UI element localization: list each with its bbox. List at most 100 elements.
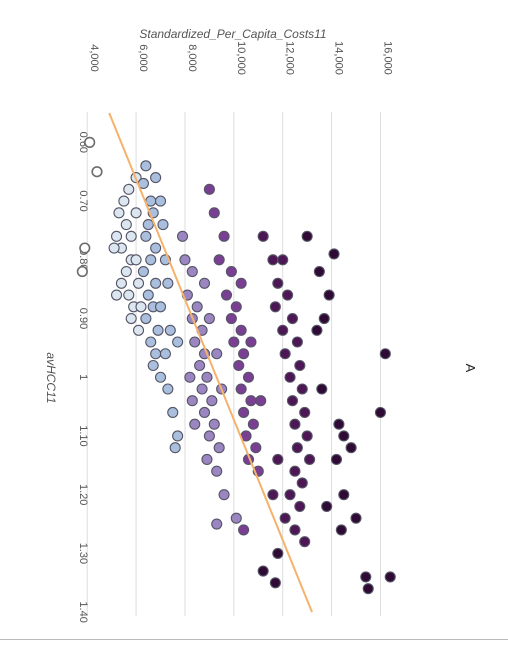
data-point — [203, 312, 215, 325]
data-point — [335, 524, 347, 536]
data-point — [220, 289, 233, 301]
data-point — [203, 183, 215, 195]
data-point — [291, 442, 303, 454]
data-point — [140, 160, 152, 172]
data-point — [272, 547, 284, 559]
data-point — [235, 277, 247, 289]
data-point — [125, 230, 137, 242]
value-tick-label: 8,000 — [186, 44, 198, 72]
data-point — [198, 406, 211, 419]
data-point — [123, 289, 135, 301]
data-point — [345, 442, 357, 454]
category-tick-label: 0.90 — [77, 308, 89, 329]
data-point — [286, 395, 299, 407]
data-point — [235, 324, 247, 336]
data-point — [169, 442, 181, 454]
data-point — [152, 324, 164, 336]
category-tick-label: 1.30 — [77, 543, 89, 564]
data-point — [201, 371, 213, 383]
data-point — [150, 172, 162, 184]
data-point — [384, 571, 396, 583]
data-point — [333, 418, 345, 430]
data-point — [242, 371, 255, 383]
data-point — [247, 418, 259, 430]
data-point — [142, 289, 154, 301]
category-tick-label: 0.80 — [77, 249, 89, 270]
data-point — [379, 348, 391, 360]
data-point — [299, 406, 311, 419]
data-point — [230, 512, 242, 524]
data-point — [184, 371, 196, 383]
data-point — [277, 254, 289, 266]
data-point — [118, 195, 130, 207]
data-point — [374, 406, 387, 419]
data-point — [186, 395, 198, 407]
data-point — [172, 430, 184, 442]
data-point — [294, 359, 306, 372]
data-point — [272, 277, 284, 289]
data-point — [267, 254, 279, 266]
value-axis-ticks: 4,000 6,000 8,000 10,000 12,000 14,000 16,000 — [88, 41, 393, 75]
panel-label: A — [463, 364, 478, 373]
data-point — [250, 442, 262, 454]
data-point — [213, 442, 225, 454]
data-point — [225, 265, 237, 278]
data-point — [269, 577, 281, 589]
data-point — [338, 489, 350, 501]
data-point — [211, 348, 223, 360]
data-point — [162, 383, 174, 395]
data-point — [142, 219, 154, 231]
data-point — [201, 453, 213, 466]
data-point — [286, 312, 299, 325]
data-point — [238, 348, 250, 360]
data-point — [318, 312, 330, 325]
data-point — [313, 265, 325, 278]
data-point — [135, 301, 147, 313]
data-point — [311, 324, 323, 336]
data-point — [113, 207, 125, 219]
data-point — [125, 312, 137, 325]
data-point — [301, 430, 313, 442]
data-point — [120, 265, 132, 278]
data-point — [294, 500, 306, 512]
category-tick-label: 1 — [77, 374, 89, 380]
data-point — [79, 242, 91, 254]
data-point — [150, 242, 162, 254]
data-point — [196, 383, 208, 395]
data-point — [176, 230, 189, 242]
data-point — [110, 289, 123, 301]
value-tick-label: 12,000 — [284, 41, 296, 75]
data-point — [362, 583, 374, 595]
data-point — [323, 289, 335, 301]
data-point — [225, 312, 237, 325]
data-point — [140, 230, 152, 242]
data-point — [296, 477, 308, 489]
category-tick-label: 1.20 — [77, 484, 89, 505]
data-point — [282, 289, 294, 301]
data-point — [228, 336, 240, 348]
data-point — [245, 395, 257, 407]
data-point — [110, 230, 123, 242]
data-point — [330, 453, 343, 466]
category-tick-label: 1.40 — [77, 601, 89, 622]
data-point — [186, 265, 198, 278]
data-point — [218, 489, 230, 501]
bottom-divider — [0, 639, 508, 640]
data-point — [162, 277, 174, 289]
data-point — [328, 248, 340, 260]
category-tick-label: 0.70 — [77, 190, 89, 211]
data-point — [269, 301, 281, 313]
data-point — [115, 277, 127, 289]
data-point — [172, 336, 184, 348]
data-point — [211, 518, 223, 530]
data-point — [255, 395, 267, 407]
data-point — [245, 336, 257, 348]
data-point — [179, 254, 191, 266]
data-point — [203, 430, 215, 442]
trend-line — [108, 112, 313, 613]
data-point — [150, 348, 162, 360]
data-point — [154, 301, 167, 313]
data-point — [154, 195, 167, 207]
value-tick-label: 14,000 — [333, 41, 345, 75]
data-point — [238, 406, 250, 419]
